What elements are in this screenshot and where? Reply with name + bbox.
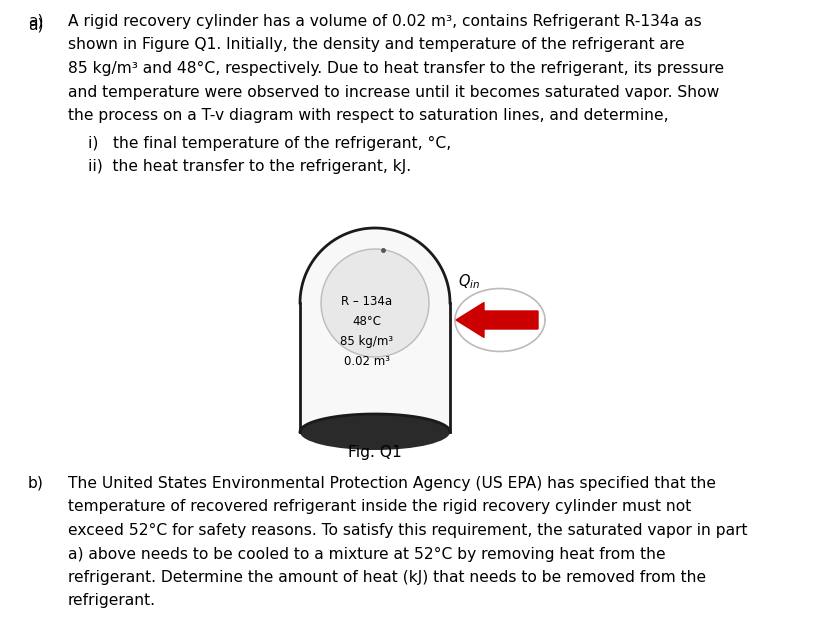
Text: a) above needs to be cooled to a mixture at 52°C by removing heat from the: a) above needs to be cooled to a mixture… bbox=[68, 547, 666, 562]
Text: a): a) bbox=[28, 18, 44, 33]
Text: b): b) bbox=[28, 476, 44, 491]
Text: refrigerant. Determine the amount of heat (kJ) that needs to be removed from the: refrigerant. Determine the amount of hea… bbox=[68, 570, 706, 585]
Text: the process on a T-v diagram with respect to saturation lines, and determine,: the process on a T-v diagram with respec… bbox=[68, 108, 668, 123]
Text: 85 kg/m³: 85 kg/m³ bbox=[340, 335, 393, 348]
Text: 48°C: 48°C bbox=[353, 315, 382, 328]
Text: 0.02 m³: 0.02 m³ bbox=[344, 355, 390, 368]
Text: shown in Figure Q1. Initially, the density and temperature of the refrigerant ar: shown in Figure Q1. Initially, the densi… bbox=[68, 37, 685, 52]
Bar bbox=[300, 303, 450, 432]
Ellipse shape bbox=[300, 414, 450, 450]
Text: i)   the final temperature of the refrigerant, °C,: i) the final temperature of the refriger… bbox=[88, 136, 451, 151]
Text: 85 kg/m³ and 48°C, respectively. Due to heat transfer to the refrigerant, its pr: 85 kg/m³ and 48°C, respectively. Due to … bbox=[68, 61, 724, 76]
Ellipse shape bbox=[300, 228, 450, 378]
Text: temperature of recovered refrigerant inside the rigid recovery cylinder must not: temperature of recovered refrigerant ins… bbox=[68, 499, 691, 514]
FancyArrow shape bbox=[456, 302, 538, 338]
Text: exceed 52°C for safety reasons. To satisfy this requirement, the saturated vapor: exceed 52°C for safety reasons. To satis… bbox=[68, 523, 748, 538]
Text: and temperature were observed to increase until it becomes saturated vapor. Show: and temperature were observed to increas… bbox=[68, 85, 719, 100]
Text: R – 134a: R – 134a bbox=[341, 295, 392, 308]
Text: Fig. Q1: Fig. Q1 bbox=[348, 445, 402, 460]
Text: The United States Environmental Protection Agency (US EPA) has specified that th: The United States Environmental Protecti… bbox=[68, 476, 716, 491]
Text: A rigid recovery cylinder has a volume of 0.02 m³, contains Refrigerant R-134a a: A rigid recovery cylinder has a volume o… bbox=[68, 14, 702, 29]
Text: refrigerant.: refrigerant. bbox=[68, 593, 156, 608]
Text: ii)  the heat transfer to the refrigerant, kJ.: ii) the heat transfer to the refrigerant… bbox=[88, 159, 411, 174]
Text: $\mathit{Q}_{\mathit{in}}$: $\mathit{Q}_{\mathit{in}}$ bbox=[458, 272, 480, 290]
Ellipse shape bbox=[321, 249, 429, 357]
Text: a): a) bbox=[28, 14, 44, 29]
